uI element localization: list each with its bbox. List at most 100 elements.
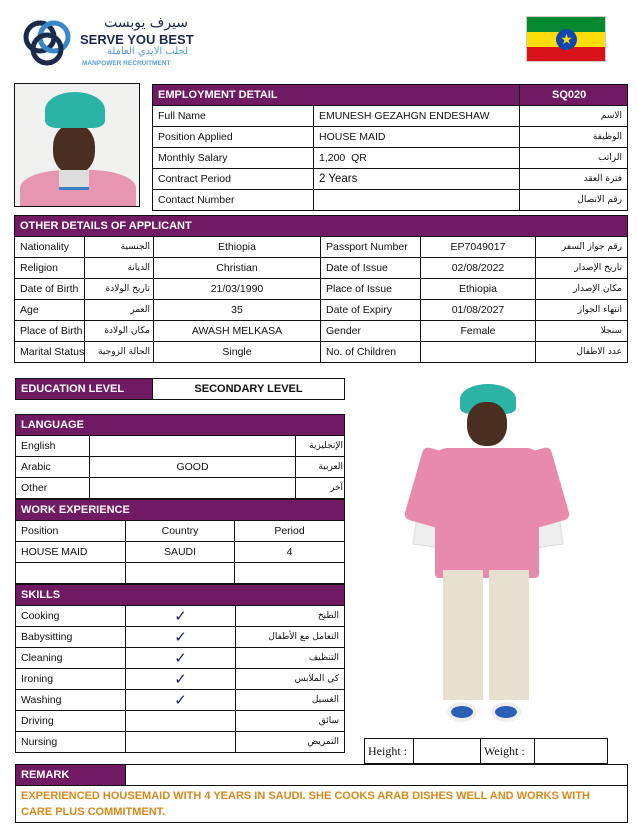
- language-name-arabic: العربية: [294, 456, 346, 478]
- checkmark-icon: ✓: [125, 626, 236, 648]
- field-label: Contact Number: [152, 189, 314, 211]
- skill-check-cell: [125, 731, 236, 753]
- field-label: Position Applied: [152, 126, 314, 148]
- checkmark-icon: ✓: [125, 605, 236, 627]
- language-name-arabic: الإنجليزية: [294, 435, 346, 457]
- skill-name: Ironing: [15, 668, 126, 690]
- table-row: Other آخر: [15, 477, 346, 499]
- field-label-arabic: الوظيفة: [519, 126, 629, 148]
- logo-name: SERVE YOU BEST: [80, 32, 194, 47]
- field-value: HOUSE MAID: [312, 126, 521, 148]
- skill-name-arabic: التعامل مع الأطفال: [234, 626, 346, 648]
- field-label: Date of Issue: [320, 257, 421, 279]
- table-row: Cooking ✓ الطبخ: [15, 605, 346, 627]
- weight-value: [534, 738, 608, 764]
- field-label-arabic: العمر: [84, 299, 154, 321]
- field-label-arabic: الحالة الزوجية: [84, 341, 154, 363]
- skill-name: Driving: [15, 710, 126, 732]
- field-label: Marital Status: [14, 341, 85, 363]
- language-heading: LANGUAGE: [14, 414, 346, 436]
- education-level-value: SECONDARY LEVEL: [152, 378, 345, 400]
- field-value: [312, 189, 521, 211]
- work-period: [233, 562, 346, 584]
- skill-name: Washing: [15, 689, 126, 711]
- table-row: Babysitting ✓ التعامل مع الأطفال: [15, 626, 346, 648]
- height-weight-table: Height : Weight :: [364, 738, 608, 764]
- table-row: Position Applied HOUSE MAID الوظيفة: [152, 126, 629, 148]
- field-value: Christian: [153, 257, 321, 279]
- field-label-arabic: الراتب: [519, 147, 629, 169]
- language-level: GOOD: [89, 456, 296, 478]
- table-row: Nursing التمريض: [15, 731, 346, 753]
- table-row: [15, 562, 346, 584]
- field-label-arabic: رقم الاتصال: [519, 189, 629, 211]
- field-label: No. of Children: [320, 341, 421, 363]
- skill-name: Cooking: [15, 605, 126, 627]
- field-label: Gender: [320, 320, 421, 342]
- work-experience-heading: WORK EXPERIENCE: [14, 499, 346, 521]
- field-label: Date of Birth: [14, 278, 85, 300]
- table-row: Place of Birth مكان الولادة AWASH MELKASA G…: [14, 320, 629, 342]
- field-label-arabic: سنجلا: [534, 320, 629, 342]
- field-label: Religion: [14, 257, 85, 279]
- field-label-arabic: الاسم: [519, 105, 629, 127]
- field-label: Contract Period: [152, 168, 314, 190]
- table-row: HOUSE MAID SAUDI 4: [15, 541, 346, 563]
- field-value: Ethiopia: [153, 236, 321, 258]
- field-value: 21/03/1990: [153, 278, 321, 300]
- applicant-portrait-photo: [14, 83, 140, 207]
- field-label-arabic: تاريخ الولادة: [84, 278, 154, 300]
- company-logo: سيرف يوبست SERVE YOU BEST لجلب الايدي ال…: [20, 15, 195, 71]
- work-period: 4: [233, 541, 346, 563]
- column-header: Period: [233, 520, 346, 542]
- skill-name-arabic: سائق: [234, 710, 346, 732]
- language-name: Other: [15, 477, 90, 499]
- field-label-arabic: الجنسية: [84, 236, 154, 258]
- table-row: Washing ✓ الغسيل: [15, 689, 346, 711]
- work-position: [15, 562, 126, 584]
- work-country: SAUDI: [125, 541, 235, 563]
- field-value: EMUNESH GEZAHGN ENDESHAW: [312, 105, 521, 127]
- checkmark-icon: ✓: [125, 689, 236, 711]
- skill-check-cell: [125, 710, 236, 732]
- field-value: AWASH MELKASA: [153, 320, 321, 342]
- field-label-arabic: مكان الولادة: [84, 320, 154, 342]
- checkmark-icon: ✓: [125, 647, 236, 669]
- skill-name-arabic: التمريض: [234, 731, 346, 753]
- table-row: Arabic GOOD العربية: [15, 456, 346, 478]
- skill-name: Cleaning: [15, 647, 126, 669]
- field-label-arabic: مكان الإصدار: [534, 278, 629, 300]
- checkmark-icon: ✓: [125, 668, 236, 690]
- table-row: English الإنجليزية: [15, 435, 346, 457]
- education-level-table: EDUCATION LEVEL SECONDARY LEVEL: [15, 378, 345, 400]
- column-header: Country: [125, 520, 235, 542]
- remark-table: REMARK EXPERIENCED HOUSEMAID WITH 4 YEAR…: [15, 764, 628, 823]
- height-label: Height :: [364, 738, 414, 764]
- table-row: Driving سائق: [15, 710, 346, 732]
- skill-name-arabic: الطبخ: [234, 605, 346, 627]
- logo-knot-icon: [23, 20, 71, 66]
- skill-name-arabic: التنظيف: [234, 647, 346, 669]
- field-value: Ethiopia: [420, 278, 536, 300]
- table-row: Contract Period 2 Years فترة العقد: [152, 168, 629, 190]
- table-row: Contact Number رقم الاتصال: [152, 189, 629, 211]
- table-row: Full Name EMUNESH GEZAHGN ENDESHAW الاسم: [152, 105, 629, 127]
- table-row: Date of Birth تاريخ الولادة 21/03/1990 Plac…: [14, 278, 629, 300]
- skill-name: Nursing: [15, 731, 126, 753]
- skills-table: SKILLS Cooking ✓ الطبخ Babysitting ✓ التعامل …: [14, 584, 346, 753]
- column-header: Position: [15, 520, 126, 542]
- field-value: Single: [153, 341, 321, 363]
- field-value: 01/08/2027: [420, 299, 536, 321]
- field-label-arabic: عدد الاطفال: [534, 341, 629, 363]
- remark-text: EXPERIENCED HOUSEMAID WITH 4 YEARS IN SA…: [15, 785, 628, 823]
- language-name: Arabic: [15, 456, 90, 478]
- table-header-row: Position Country Period: [15, 520, 346, 542]
- field-value: 35: [153, 299, 321, 321]
- work-position: HOUSE MAID: [15, 541, 126, 563]
- table-row: Religion الديانة Christian Date of Issue 02/…: [14, 257, 629, 279]
- flag-star-emblem-icon: ★: [556, 29, 577, 50]
- logo-arabic: سيرف يوبست: [104, 15, 188, 31]
- language-name-arabic: آخر: [294, 477, 346, 499]
- table-row: Ironing ✓ كي الملابس: [15, 668, 346, 690]
- ethiopia-flag: ★: [526, 16, 606, 62]
